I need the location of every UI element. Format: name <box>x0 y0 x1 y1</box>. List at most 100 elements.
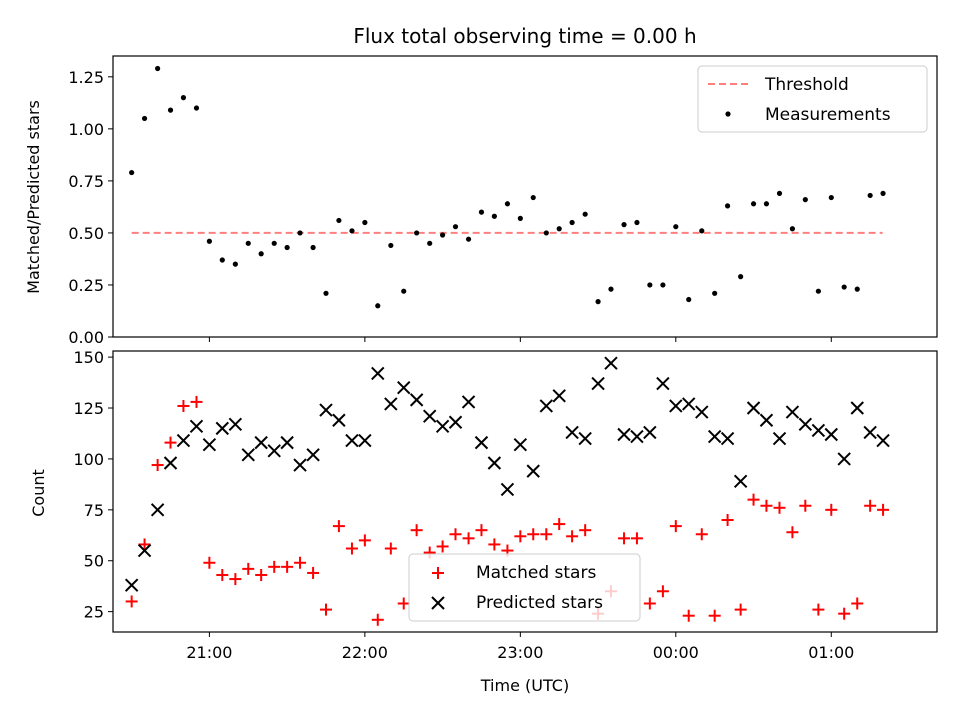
count-legend: Matched stars Predicted stars <box>408 553 641 622</box>
predicted-point-b <box>837 452 851 466</box>
predicted-point <box>448 415 463 429</box>
predicted-point-b <box>850 401 864 415</box>
predicted-point-b <box>422 409 437 423</box>
measurement-point <box>543 230 549 236</box>
predicted-point-b <box>215 421 230 436</box>
matched-point <box>475 524 488 537</box>
predicted-point-b <box>228 417 243 432</box>
predicted-point <box>850 401 864 415</box>
predicted-point-b <box>578 431 592 446</box>
predicted-point-b <box>565 425 579 440</box>
measurement-point <box>427 240 433 246</box>
predicted-point <box>798 417 813 432</box>
measurement-point <box>763 201 770 207</box>
predicted-point <box>267 444 281 458</box>
measurement-point <box>155 65 161 72</box>
matched-point <box>462 532 475 545</box>
matched-point <box>190 395 203 408</box>
measurement-point <box>193 105 200 111</box>
predicted-point <box>345 433 359 448</box>
predicted-point-b <box>707 429 722 444</box>
predicted-point <box>487 456 502 470</box>
matched-point <box>436 540 449 553</box>
ratio-legend: Threshold Measurements <box>697 65 928 133</box>
x-tick-label: 01:00 <box>808 643 854 662</box>
matched-point <box>747 493 760 506</box>
predicted-point <box>604 356 618 370</box>
matched-point <box>669 520 682 533</box>
predicted-point <box>435 419 450 434</box>
matched-point <box>566 530 579 543</box>
predicted-point-b <box>591 376 605 391</box>
measurement-point <box>245 240 251 246</box>
x-axis-label: Time (UTC) <box>480 676 569 695</box>
matched-point <box>410 524 423 537</box>
predicted-point <box>720 431 735 446</box>
predicted-point <box>397 380 411 395</box>
legend-x-marker <box>431 596 445 610</box>
matched-point <box>216 568 229 581</box>
predicted-point-b <box>371 366 385 381</box>
predicted-point <box>837 452 851 466</box>
predicted-point <box>759 413 774 427</box>
legend-matched-swatch <box>432 567 444 579</box>
measurement-point <box>219 257 225 263</box>
matched-point <box>268 560 281 573</box>
count-legend-box <box>408 553 641 622</box>
count-x-axis: 21:00 22:00 23:00 00:00 01:00 <box>186 632 854 662</box>
chart-title: Flux total observing time = 0.00 h <box>353 24 696 48</box>
matched-point <box>851 597 864 610</box>
predicted-point-b <box>254 435 268 450</box>
matched-point <box>281 560 294 573</box>
ratio-y-tick-label: 0.25 <box>68 276 104 295</box>
matched-point <box>319 603 332 616</box>
predicted-point-b <box>319 403 333 417</box>
measurement-point <box>465 236 472 242</box>
predicted-point-b <box>448 415 463 429</box>
predicted-point-b <box>630 429 644 444</box>
predicted-point <box>461 395 476 409</box>
predicted-point-b <box>604 356 618 370</box>
measurement-point <box>206 238 212 244</box>
predicted-point-b <box>267 444 281 458</box>
matched-point <box>786 526 799 539</box>
measurement-point <box>452 224 459 230</box>
measurement-point <box>336 217 342 224</box>
predicted-point <box>228 417 243 432</box>
legend-threshold-label: Threshold <box>764 75 849 95</box>
matched-point <box>138 538 151 551</box>
predicted-point <box>500 482 515 497</box>
predicted-point-b <box>656 376 670 391</box>
matched-point <box>540 528 553 541</box>
predicted-point-b <box>306 448 320 462</box>
predicted-point <box>137 543 152 558</box>
predicted-point <box>785 405 800 419</box>
measurement-point <box>401 288 407 294</box>
matched-point <box>164 436 177 449</box>
predicted-point <box>163 456 178 470</box>
ratio-x-axis <box>208 337 832 342</box>
count-y-axis-label: Count <box>29 469 48 517</box>
predicted-point-b <box>695 405 709 419</box>
predicted-point <box>474 435 489 450</box>
predicted-point-b <box>733 474 748 489</box>
predicted-point-b <box>539 399 554 413</box>
measurement-point <box>647 282 653 288</box>
measurement-point <box>595 299 601 305</box>
predicted-point <box>552 389 566 403</box>
predicted-point <box>254 435 268 450</box>
predicted-point <box>280 435 294 450</box>
measurement-point <box>854 286 860 292</box>
matched-point <box>527 528 540 541</box>
predicted-point-b <box>332 413 346 427</box>
predicted-point-b <box>345 433 359 448</box>
count-panel: 25 50 75 100 125 150 21:00 22:00 23:00 00:00 01:0… <box>29 348 938 695</box>
ratio-y-axis-label: Matched/Predicted stars <box>24 100 43 294</box>
predicted-point-b <box>397 380 411 395</box>
measurement-point <box>141 115 148 122</box>
ratio-y-tick-label: 0.00 <box>68 328 104 347</box>
ratio-panel: 0.00 0.25 0.50 0.75 1.00 1.25 Matched/Predict… <box>24 55 938 347</box>
predicted-point-b <box>500 482 515 497</box>
predicted-point-b <box>682 397 696 411</box>
matched-point <box>579 524 592 537</box>
